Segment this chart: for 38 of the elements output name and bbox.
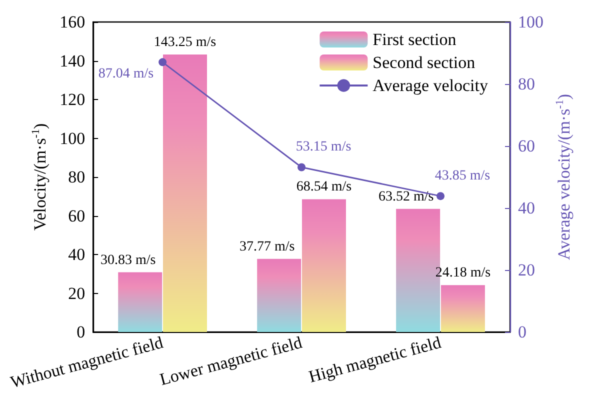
y-tick-label: 0 [76,322,86,342]
y2-tick-label: 60 [518,136,535,156]
data-label: 87.04 m/s [98,66,154,82]
bar [302,199,346,332]
legend-label: Average velocity [372,76,488,95]
data-label: 24.18 m/s [435,266,491,281]
x-tick-label: High magnetic field [306,332,444,386]
point [436,192,445,200]
y2-tick-label: 100 [518,12,544,32]
y2-tick-label: 40 [518,198,535,218]
y-tick-label: 160 [60,12,86,32]
y-tick-label: 120 [60,90,86,109]
data-label: 68.54 m/s [296,180,352,195]
bar [163,54,207,332]
y-tick-label: 40 [68,245,86,264]
y2-tick-label: 20 [518,260,535,280]
data-label: 43.85 m/s [434,168,490,184]
data-label: 63.52 m/s [378,189,434,204]
bar [118,272,162,332]
y-tick-label: 100 [60,128,86,148]
data-label: 30.83 m/s [100,252,156,268]
y2-tick-label: 80 [518,74,535,94]
bar [440,285,485,332]
bar [257,258,302,332]
y2-tick-label: 0 [518,322,526,342]
y-tick-label: 60 [68,206,86,226]
data-label: 53.15 m/s [296,140,352,155]
point [298,163,306,172]
point [158,58,167,66]
y-tick-label: 80 [68,168,86,186]
y-axis-title: Velocity/(m·s-1) [30,123,50,231]
y-tick-label: 20 [68,284,86,303]
data-label: 37.77 m/s [239,239,295,254]
y2-axis-title: Average velocity/(m·s-1) [554,94,574,260]
legend-label: Second section [372,53,476,72]
y-tick-label: 140 [60,51,86,70]
legend-label: First section [372,30,457,49]
data-label: 143.25 m/s [154,34,216,50]
